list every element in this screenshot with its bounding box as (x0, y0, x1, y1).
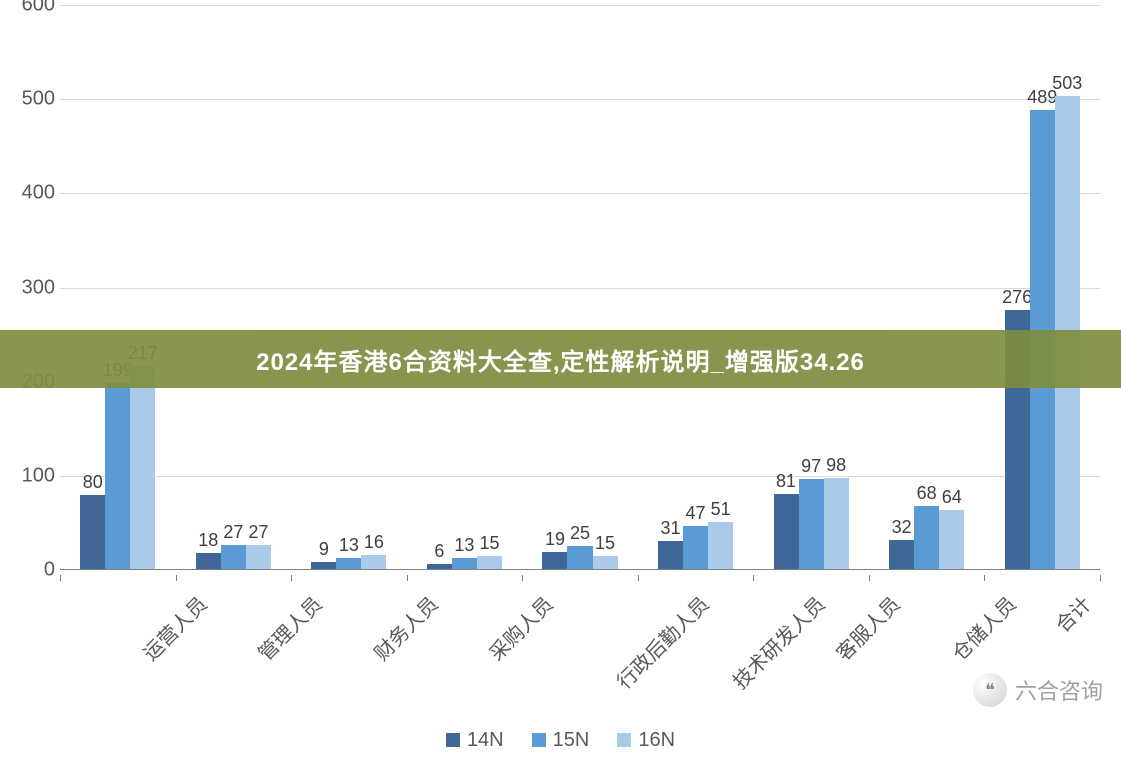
bar-value-label: 27 (248, 522, 268, 543)
bar (567, 546, 592, 570)
bar (477, 556, 502, 570)
bar-value-label: 31 (661, 518, 681, 539)
overlay-banner-text: 2024年香港6合资料大全查,定性解析说明_增强版34.26 (256, 342, 865, 377)
bar (196, 553, 221, 570)
bar-value-label: 6 (434, 541, 444, 562)
wechat-icon: ❝ (973, 673, 1007, 707)
bar (889, 540, 914, 570)
bar-value-label: 81 (776, 471, 796, 492)
watermark: ❝ 六合咨询 (973, 673, 1103, 707)
x-axis: 运营人员管理人员财务人员采购人员行政后勤人员技术研发人员客服人员仓储人员合计 (60, 575, 1100, 685)
y-axis: 0100200300400500600 (5, 5, 55, 570)
watermark-text: 六合咨询 (1015, 674, 1103, 706)
y-tick-label: 100 (5, 464, 55, 487)
bar-value-label: 25 (570, 523, 590, 544)
bar (361, 555, 386, 570)
x-category-label: 技术研发人员 (725, 589, 830, 694)
grid-line (60, 5, 1100, 6)
bar (80, 495, 105, 570)
bar-value-label: 64 (942, 487, 962, 508)
y-tick-label: 300 (5, 276, 55, 299)
grid-line (60, 99, 1100, 100)
bar-value-label: 13 (339, 535, 359, 556)
bar-value-label: 13 (454, 535, 474, 556)
legend-item: 14N (446, 729, 504, 752)
legend-label: 14N (467, 729, 504, 752)
bar (774, 494, 799, 570)
x-category-label: 行政后勤人员 (609, 589, 714, 694)
x-tick-mark (522, 575, 523, 581)
x-category-label: 采购人员 (482, 589, 559, 666)
x-category-label: 仓储人员 (944, 589, 1021, 666)
bar-value-label: 15 (479, 533, 499, 554)
plot-area: 8019921718272791316613151925153147518197… (60, 5, 1100, 570)
bar (799, 479, 824, 570)
legend-label: 16N (638, 729, 675, 752)
legend-item: 15N (532, 729, 590, 752)
bar-value-label: 276 (1002, 287, 1032, 308)
legend-item: 16N (617, 729, 675, 752)
grid-line (60, 193, 1100, 194)
bar-value-label: 27 (223, 522, 243, 543)
x-tick-mark (984, 575, 985, 581)
bar-value-label: 80 (83, 472, 103, 493)
x-axis-baseline (60, 569, 1100, 570)
legend-label: 15N (553, 729, 590, 752)
x-tick-mark (1100, 575, 1101, 581)
x-tick-mark (638, 575, 639, 581)
bar (824, 478, 849, 570)
legend-swatch (617, 733, 631, 747)
bar (130, 366, 155, 570)
x-tick-mark (291, 575, 292, 581)
y-tick-label: 500 (5, 88, 55, 111)
bar-value-label: 98 (826, 455, 846, 476)
x-tick-mark (407, 575, 408, 581)
bar (593, 556, 618, 570)
x-tick-mark (176, 575, 177, 581)
bar (221, 545, 246, 570)
legend-swatch (446, 733, 460, 747)
x-tick-mark (869, 575, 870, 581)
bar-value-label: 16 (364, 532, 384, 553)
bar-value-label: 18 (198, 530, 218, 551)
x-category-label: 客服人员 (829, 589, 906, 666)
x-tick-mark (753, 575, 754, 581)
x-category-label: 财务人员 (366, 589, 443, 666)
bar-value-label: 9 (319, 539, 329, 560)
grid-line (60, 476, 1100, 477)
bar-value-label: 68 (917, 483, 937, 504)
bar-value-label: 51 (711, 499, 731, 520)
y-tick-label: 600 (5, 0, 55, 17)
bar-value-label: 47 (686, 503, 706, 524)
bar-value-label: 19 (545, 529, 565, 550)
bar (708, 522, 733, 570)
x-category-label: 合计 (1048, 589, 1097, 638)
x-category-label: 管理人员 (251, 589, 328, 666)
bar (683, 526, 708, 570)
bar (246, 545, 271, 570)
overlay-banner: 2024年香港6合资料大全查,定性解析说明_增强版34.26 (0, 330, 1121, 388)
bar (542, 552, 567, 570)
bar-value-label: 15 (595, 533, 615, 554)
legend-swatch (532, 733, 546, 747)
bar (658, 541, 683, 570)
bar (105, 383, 130, 570)
x-tick-mark (60, 575, 61, 581)
bar-value-label: 32 (892, 517, 912, 538)
bar-value-label: 97 (801, 456, 821, 477)
legend: 14N 15N 16N (0, 729, 1121, 753)
y-tick-label: 400 (5, 182, 55, 205)
grid-line (60, 288, 1100, 289)
y-tick-label: 0 (5, 559, 55, 582)
chart-plot-area: 0100200300400500600 80199217182727913166… (60, 5, 1100, 570)
x-category-label: 运营人员 (135, 589, 212, 666)
bar (939, 510, 964, 570)
bar (914, 506, 939, 570)
bar-value-label: 503 (1052, 73, 1082, 94)
